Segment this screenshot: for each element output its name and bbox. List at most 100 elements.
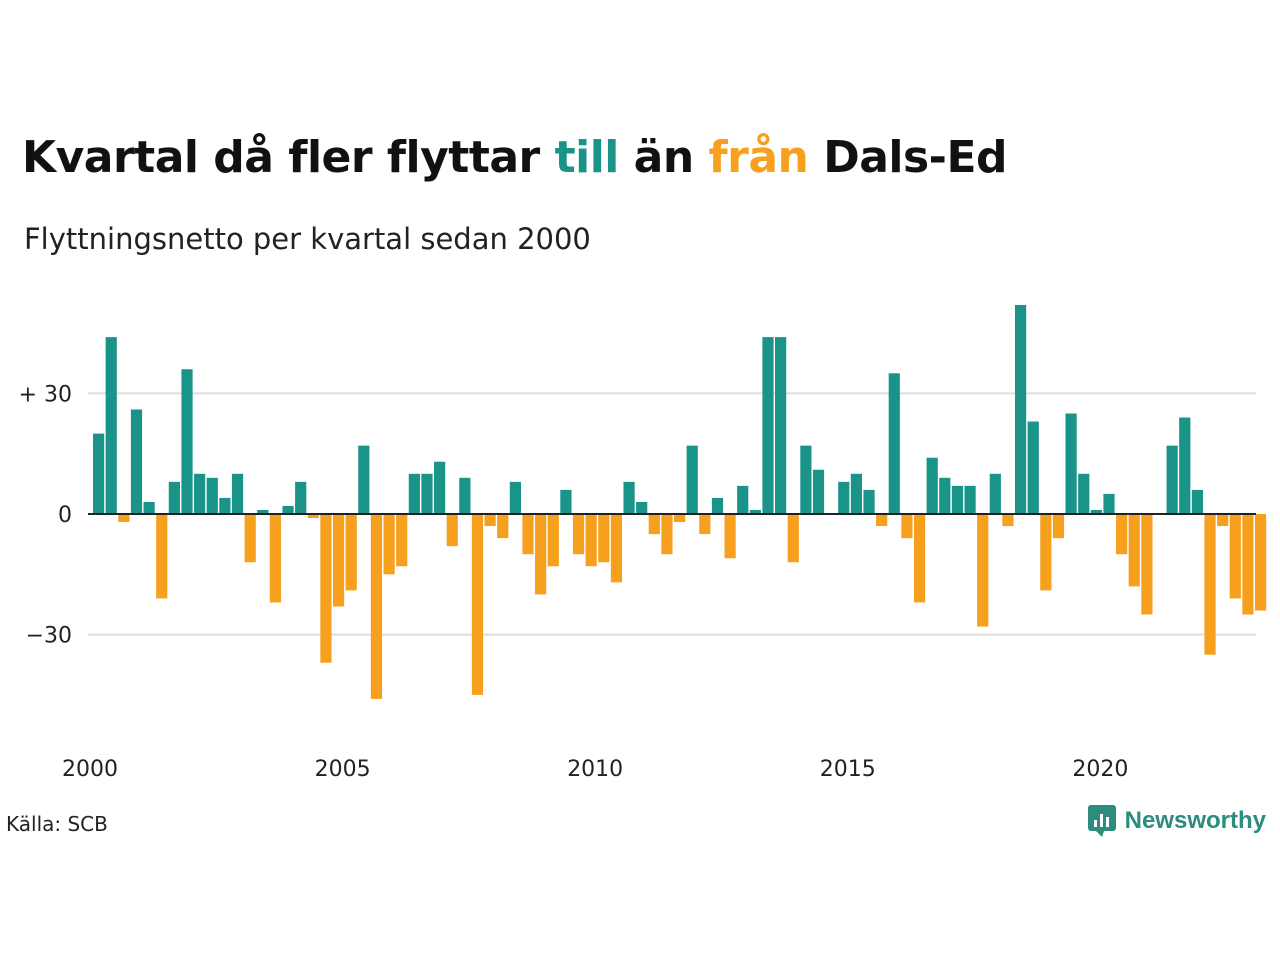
newsworthy-logo-icon: [1087, 805, 1116, 837]
bar: [396, 514, 408, 567]
bar: [535, 514, 547, 595]
bar: [156, 514, 168, 599]
bar: [1191, 489, 1204, 514]
bar: [1166, 445, 1178, 514]
bar: [168, 481, 180, 514]
y-tick-label: −30: [26, 624, 72, 649]
bar: [1179, 417, 1191, 514]
x-tick-label: 2020: [1072, 757, 1128, 782]
bar: [295, 481, 307, 514]
bar: [964, 485, 976, 514]
x-tick-label: 2015: [820, 757, 876, 782]
bar: [888, 373, 900, 514]
bar: [1014, 304, 1027, 514]
bar: [737, 485, 749, 514]
bar: [838, 481, 850, 514]
bar: [383, 514, 395, 575]
bar: [572, 514, 585, 555]
gridlines: [88, 392, 1256, 636]
bar: [408, 473, 420, 514]
bar: [1090, 509, 1102, 514]
bars: [93, 304, 1267, 699]
bar: [1040, 514, 1052, 591]
x-tick-label: 2000: [62, 757, 118, 782]
bar: [661, 514, 673, 555]
bar: [93, 433, 105, 514]
bar: [598, 514, 610, 563]
bar: [610, 514, 623, 583]
bar: [1229, 514, 1241, 599]
bar: [497, 514, 509, 539]
y-tick-label: + 30: [19, 382, 72, 407]
bar: [320, 514, 332, 663]
bar: [762, 337, 774, 514]
bar: [345, 514, 357, 591]
bar: [1204, 514, 1216, 655]
bar: [446, 514, 458, 547]
bar: [699, 514, 711, 535]
bar: [1002, 514, 1014, 527]
y-tick-label: 0: [58, 503, 72, 528]
y-axis-labels: + 30 0 −30: [19, 382, 72, 648]
bar: [585, 514, 597, 567]
chart-title: Kvartal då fler flyttar till än från Dal…: [22, 132, 1007, 183]
bar: [673, 514, 686, 523]
bar: [560, 489, 572, 514]
bar: [711, 497, 724, 514]
bar: [1141, 514, 1153, 615]
bar: [194, 473, 206, 514]
x-tick-label: 2005: [315, 757, 371, 782]
bar: [977, 514, 989, 627]
bar: [206, 477, 218, 514]
bar: [471, 514, 484, 695]
bar: [130, 409, 143, 514]
bar: [269, 514, 282, 603]
brand-logo[interactable]: Newsworthy: [1087, 804, 1266, 838]
bar: [623, 481, 635, 514]
bar: [219, 497, 231, 514]
bar: [370, 514, 383, 699]
bar: [926, 457, 938, 514]
bar: [1027, 421, 1039, 514]
title-part-2: än: [618, 132, 709, 183]
x-axis-labels: 2000 2005 2010 2015 2020: [62, 757, 1128, 782]
bar: [105, 337, 117, 514]
bar: [307, 514, 319, 519]
bar: [509, 481, 521, 514]
bar: [181, 369, 193, 514]
bar: [951, 485, 964, 514]
title-part-1: Kvartal då fler flyttar: [22, 132, 555, 183]
bar: [648, 514, 660, 535]
bar: [547, 514, 559, 567]
bar: [775, 337, 787, 514]
x-tick-label: 2010: [567, 757, 623, 782]
bar: [812, 469, 825, 514]
bar: [989, 473, 1001, 514]
bar: [459, 477, 471, 514]
bar: [257, 509, 269, 514]
bar: [787, 514, 799, 563]
bar: [1065, 413, 1077, 514]
bar: [636, 501, 648, 514]
bar: [282, 505, 294, 514]
title-part-3: Dals-Ed: [808, 132, 1007, 183]
bar: [244, 514, 256, 563]
bar: [332, 514, 345, 607]
bar: [939, 477, 951, 514]
source-note: Källa: SCB: [6, 812, 108, 836]
bar: [1242, 514, 1254, 615]
bar: [434, 461, 446, 514]
bar: [1217, 514, 1229, 527]
bar-chart: + 30 0 −30 2000 2005 2010 2015 2020: [19, 304, 1267, 782]
bar: [724, 514, 736, 559]
bar: [358, 445, 370, 514]
bar: [522, 514, 534, 555]
bar: [749, 509, 761, 514]
bar: [1078, 473, 1090, 514]
bar: [1116, 514, 1128, 555]
title-highlight-out: från: [708, 132, 809, 183]
bar: [1103, 493, 1115, 514]
bar: [686, 445, 698, 514]
title-highlight-in: till: [554, 132, 620, 183]
bar: [1052, 514, 1065, 539]
